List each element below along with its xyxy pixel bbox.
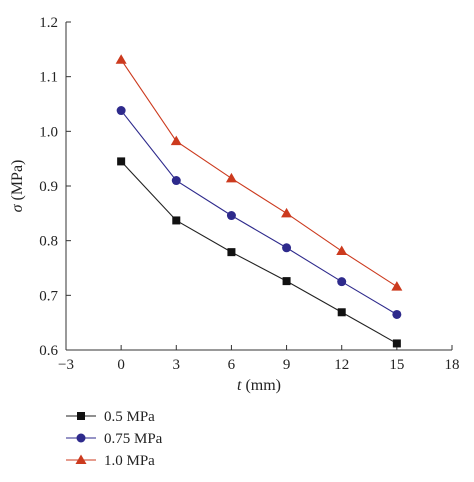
- series-line: [120, 59, 398, 288]
- x-tick-label: 12: [334, 357, 349, 373]
- data-point-marker: [392, 339, 401, 348]
- legend-entry: 1.0 MPa: [66, 453, 155, 469]
- axes: [65, 22, 452, 351]
- data-point-marker: [117, 157, 126, 166]
- data-point-marker: [170, 135, 182, 146]
- legend-entry: 0.75 MPa: [66, 431, 163, 447]
- x-ticks: −3 0 3 6 9 12 15 18: [58, 345, 460, 373]
- y-tick-label: 0.8: [39, 234, 58, 250]
- data-point-marker: [171, 176, 181, 186]
- x-tick-label: 18: [445, 357, 460, 373]
- x-tick-label: 9: [283, 357, 291, 373]
- data-point-marker: [281, 207, 293, 218]
- series-line: [120, 161, 398, 344]
- legend-label: 0.75 MPa: [104, 431, 163, 447]
- legend-entry: 0.5 MPa: [66, 409, 155, 425]
- x-tick-label: 3: [173, 357, 181, 373]
- legend: 0.5 MPa 0.75 MPa 1.0 MPa: [66, 409, 163, 469]
- series-layer: [115, 54, 403, 348]
- x-tick-label: 15: [389, 357, 404, 373]
- series-line: [120, 110, 398, 315]
- data-point-marker: [226, 211, 236, 221]
- data-point-marker: [282, 277, 291, 286]
- data-point-marker: [337, 308, 346, 317]
- x-tick-label: 0: [117, 357, 125, 373]
- x-tick-label: 6: [228, 357, 236, 373]
- legend-label: 1.0 MPa: [104, 453, 155, 469]
- y-tick-label: 0.7: [39, 288, 58, 304]
- x-axis-title: t (mm): [237, 377, 281, 394]
- y-tick-label: 1.0: [39, 124, 58, 140]
- y-tick-label: 1.1: [39, 70, 58, 86]
- data-point-marker: [227, 248, 236, 257]
- y-tick-label: 1.2: [39, 15, 58, 31]
- data-point-marker: [116, 106, 126, 116]
- data-point-marker: [282, 243, 292, 253]
- series-2: [116, 106, 402, 319]
- series-3: [115, 54, 403, 291]
- data-point-marker: [172, 216, 181, 225]
- data-point-marker: [225, 172, 237, 183]
- series-1: [117, 157, 401, 348]
- legend-marker: [75, 454, 87, 464]
- y-tick-label: 0.9: [39, 179, 58, 195]
- y-tick-label: 0.6: [39, 343, 58, 359]
- y-axis-title: σ (MPa): [9, 160, 26, 213]
- data-point-marker: [391, 281, 403, 291]
- x-tick-label: −3: [58, 357, 74, 373]
- legend-marker: [76, 433, 86, 443]
- data-point-marker: [337, 277, 347, 287]
- data-point-marker: [336, 245, 348, 256]
- y-ticks: 0.6 0.7 0.8 0.9 1.0 1.1 1.2: [39, 15, 71, 359]
- data-point-marker: [115, 54, 127, 64]
- legend-marker: [77, 412, 85, 420]
- legend-label: 0.5 MPa: [104, 409, 155, 425]
- data-point-marker: [392, 309, 402, 319]
